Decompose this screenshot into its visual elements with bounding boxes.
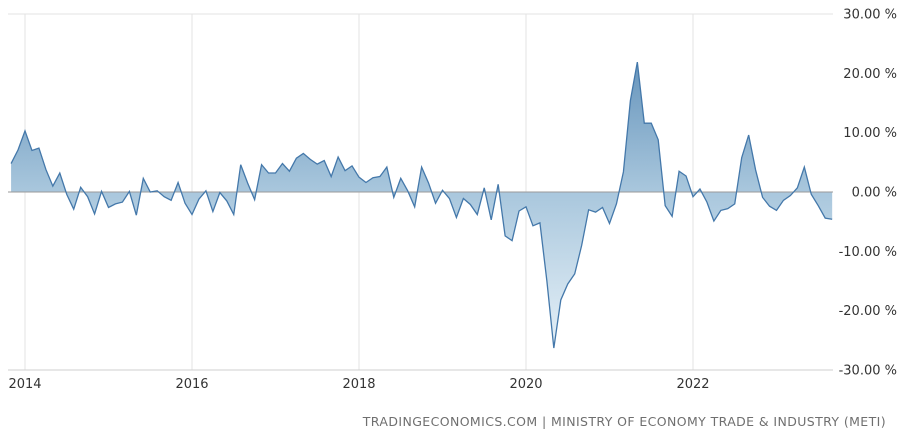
x-tick-label: 2018	[342, 377, 375, 392]
y-tick-label: 30.00 %	[843, 8, 897, 23]
y-tick-label: 0.00 %	[852, 186, 897, 201]
y-tick-label: -10.00 %	[839, 245, 897, 260]
y-tick-label: 20.00 %	[843, 67, 897, 82]
y-tick-label: 10.00 %	[843, 126, 897, 141]
x-tick-label: 2020	[509, 377, 542, 392]
x-tick-label: 2016	[175, 377, 208, 392]
series-line[interactable]	[10, 61, 833, 349]
x-tick-label: 2014	[8, 377, 41, 392]
x-tick-label: 2022	[676, 377, 709, 392]
y-tick-label: -30.00 %	[839, 364, 897, 379]
source-attribution: TRADINGECONOMICS.COM | MINISTRY OF ECONO…	[362, 414, 886, 429]
series-area[interactable]	[11, 62, 833, 349]
y-tick-label: -20.00 %	[839, 304, 897, 319]
